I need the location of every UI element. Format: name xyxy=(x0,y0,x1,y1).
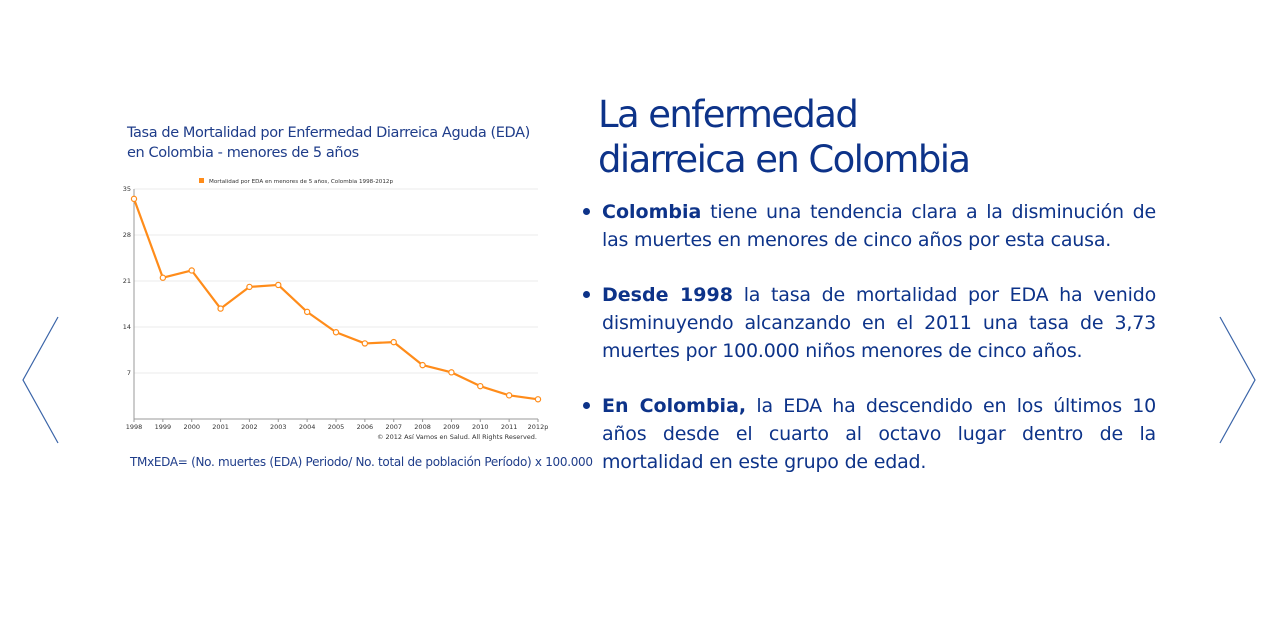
bullet-lead: En Colombia, xyxy=(602,395,747,417)
bullet-body: la EDA ha descendido en los últimos 10 a… xyxy=(602,395,1156,473)
bullet-body: la tasa de mortalidad por EDA ha venido … xyxy=(602,284,1157,362)
data-point xyxy=(477,382,484,390)
chart-title: Tasa de Mortalidad por Enfermedad Diarre… xyxy=(127,123,567,163)
bullet-lead: Colombia xyxy=(602,201,702,223)
chart-copyright: © 2012 Así Vamos en Salud. All Rights Re… xyxy=(377,433,537,441)
data-point xyxy=(361,340,369,347)
mortality-rate-formula: TMxEDA= (No. muertes (EDA) Periodo/ No. … xyxy=(130,455,593,469)
data-point xyxy=(188,267,195,274)
bullet-item: En Colombia, la EDA ha descendido en los… xyxy=(580,392,1156,476)
x-tick-label: 2005 xyxy=(328,423,345,431)
page-title-line-1: La enfermedad xyxy=(598,93,859,136)
chart-legend: Mortalidad por EDA en menores de 5 años,… xyxy=(209,179,393,185)
chevron-left-icon xyxy=(22,316,59,444)
next-slide-button[interactable] xyxy=(1218,315,1258,445)
y-tick-labels: 35 28 21 14 7 xyxy=(123,185,131,377)
x-tick-label: 2006 xyxy=(357,423,374,431)
data-point xyxy=(332,329,340,336)
data-point xyxy=(505,392,513,399)
data-point xyxy=(246,283,253,291)
y-tick-label: 28 xyxy=(123,231,131,239)
chart-gridlines xyxy=(134,188,538,374)
series-points xyxy=(130,195,542,403)
x-tick-labels: 1998 1999 2000 2001 2002 2003 2004 2005 2006 2007… xyxy=(126,419,549,431)
data-point xyxy=(303,308,311,316)
data-point xyxy=(419,361,426,369)
x-tick-label: 2002 xyxy=(241,423,258,431)
bullet-dot xyxy=(583,402,590,409)
data-point xyxy=(275,281,282,289)
bullet-item: Desde 1998 la tasa de mortalidad por EDA… xyxy=(580,281,1156,365)
bullet-dot xyxy=(583,208,590,215)
data-point xyxy=(217,305,224,312)
x-tick-label: 2009 xyxy=(443,423,460,431)
bullet-dot xyxy=(583,291,590,298)
y-tick-label: 7 xyxy=(127,369,131,377)
page-title-line-2: diarreica en Colombia xyxy=(598,138,971,181)
data-point xyxy=(159,274,167,281)
x-tick-label: 1998 xyxy=(126,423,143,431)
chart-title-line-2: en Colombia - menores de 5 años xyxy=(127,145,359,161)
data-point xyxy=(448,369,455,376)
x-tick-label: 2011 xyxy=(501,423,518,431)
x-tick-label: 2007 xyxy=(385,423,402,431)
x-tick-label: 2012p xyxy=(528,423,549,431)
series-line xyxy=(132,198,539,401)
bullet-item: Colombia tiene una tendencia clara a la … xyxy=(580,198,1156,254)
x-tick-label: 2008 xyxy=(414,423,431,431)
x-tick-label: 2000 xyxy=(183,423,200,431)
mortality-line-chart: 35 28 21 14 7 1998 1999 2000 2001 2002 2003 2004 20… xyxy=(123,178,549,441)
page-title: La enfermedad diarreica en Colombia xyxy=(598,92,971,182)
y-tick-label: 14 xyxy=(123,323,131,331)
x-tick-label: 2003 xyxy=(270,423,287,431)
bullet-list: Colombia tiene una tendencia clara a la … xyxy=(580,198,1156,503)
data-point xyxy=(390,338,397,346)
legend-swatch xyxy=(199,178,204,183)
x-tick-label: 2001 xyxy=(212,423,229,431)
y-tick-label: 21 xyxy=(123,277,131,285)
chevron-right-icon xyxy=(1219,316,1256,444)
previous-slide-button[interactable] xyxy=(20,315,60,445)
bullet-lead: Desde 1998 xyxy=(602,284,733,306)
x-tick-label: 2010 xyxy=(472,423,489,431)
data-point xyxy=(534,396,542,403)
chart-title-line-1: Tasa de Mortalidad por Enfermedad Diarre… xyxy=(127,125,530,141)
y-tick-label: 35 xyxy=(123,185,131,193)
data-point xyxy=(130,195,138,203)
x-tick-label: 1999 xyxy=(155,423,172,431)
x-tick-label: 2004 xyxy=(299,423,316,431)
bullet-body: tiene una tendencia clara a la disminuci… xyxy=(602,201,1156,251)
